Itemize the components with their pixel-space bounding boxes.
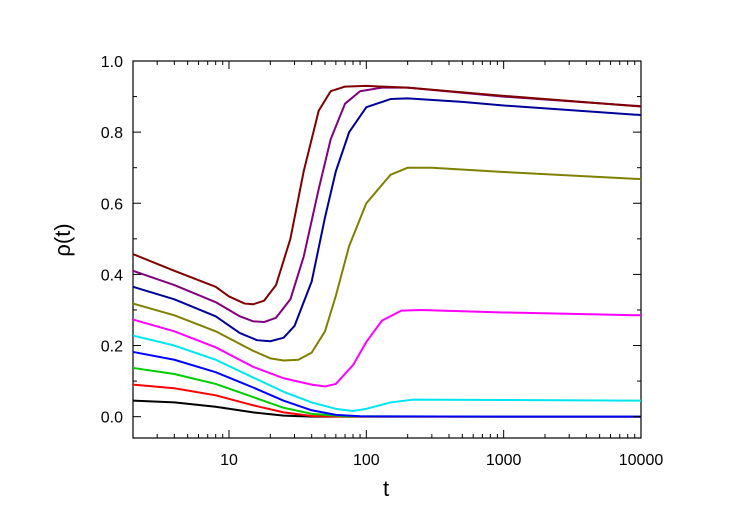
y-axis-title: ρ(t) (50, 223, 75, 256)
series-line-10 (132, 84, 642, 306)
x-tick-label: 10 (220, 452, 238, 469)
y-tick-label: 1.0 (101, 54, 123, 71)
series-line-7 (132, 166, 642, 362)
x-axis: 10 100 1000 10000 (132, 61, 664, 469)
series-line-5 (132, 334, 642, 412)
y-tick-label: 0.4 (101, 267, 123, 284)
x-tick-label: 100 (353, 452, 380, 469)
series-line-8 (132, 97, 642, 343)
x-tick-label: 1000 (486, 452, 522, 469)
y-axis: 0.0 0.2 0.4 0.6 0.8 1.0 (101, 54, 641, 427)
plot-area (132, 60, 642, 439)
y-tick-label: 0.0 (101, 410, 123, 427)
series-line-6 (132, 308, 642, 388)
y-tick-label: 0.2 (101, 339, 123, 356)
series-line-3 (132, 366, 641, 418)
x-axis-title: t (383, 476, 389, 501)
series-line-9 (132, 86, 642, 324)
y-tick-label: 0.8 (101, 125, 123, 142)
series-group (132, 84, 642, 418)
x-tick-label: 10000 (619, 452, 664, 469)
plot-frame (132, 60, 642, 439)
y-tick-label: 0.6 (101, 196, 123, 213)
series-line-4 (132, 350, 641, 418)
